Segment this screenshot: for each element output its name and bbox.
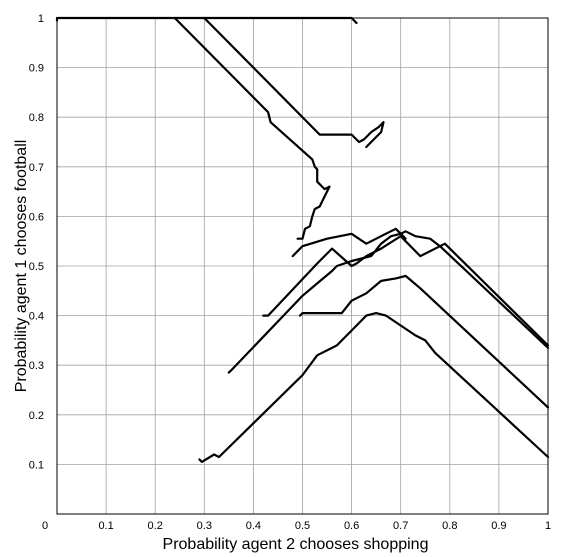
- plot-frame: [56, 17, 549, 515]
- x-tick-label: 0.2: [148, 520, 163, 532]
- y-tick-label: 0.6: [29, 211, 44, 223]
- y-tick-label: 0.2: [29, 410, 44, 422]
- y-tick-label: 0.9: [29, 63, 44, 75]
- x-tick-labels: 0 0.1 0.2 0.3 0.4 0.5 0.6 0.7 0.8 0.9 1: [42, 520, 551, 532]
- y-axis-label: Probability agent 1 chooses football: [13, 140, 30, 393]
- y-tick-label: 0.5: [29, 261, 44, 273]
- x-tick-label: 0.4: [246, 520, 261, 532]
- series-line: [262, 235, 550, 349]
- x-axis-label: Probability agent 2 chooses shopping: [163, 536, 429, 553]
- series-line: [291, 227, 407, 258]
- x-tick-label: 1: [545, 520, 551, 532]
- series-line: [198, 312, 550, 463]
- x-tick-label: 0.6: [344, 520, 359, 532]
- x-tick-label: 0.7: [393, 520, 408, 532]
- x-tick-label: 0.8: [442, 520, 457, 532]
- y-tick-label: 0.1: [29, 459, 44, 471]
- y-tick-label: 0.8: [29, 112, 44, 124]
- x-tick-label: 0.3: [197, 520, 212, 532]
- series-line: [227, 230, 550, 374]
- series-line: [298, 274, 550, 409]
- x-tick-label: 0.1: [98, 520, 113, 532]
- series-line: [203, 16, 385, 149]
- y-tick-label: 0.4: [29, 311, 44, 323]
- series-line: [173, 16, 331, 240]
- y-tick-label: 0.7: [29, 162, 44, 174]
- x-tick-label: 0.9: [491, 520, 506, 532]
- y-tick-labels: 0.1 0.2 0.3 0.4 0.5 0.6 0.7 0.8 0.9 1: [29, 13, 44, 471]
- x-tick-label: 0: [42, 520, 48, 532]
- x-tick-label: 0.5: [295, 520, 310, 532]
- y-tick-label: 1: [38, 13, 44, 25]
- y-tick-label: 0.3: [29, 360, 44, 372]
- grid-lines: [56, 17, 549, 514]
